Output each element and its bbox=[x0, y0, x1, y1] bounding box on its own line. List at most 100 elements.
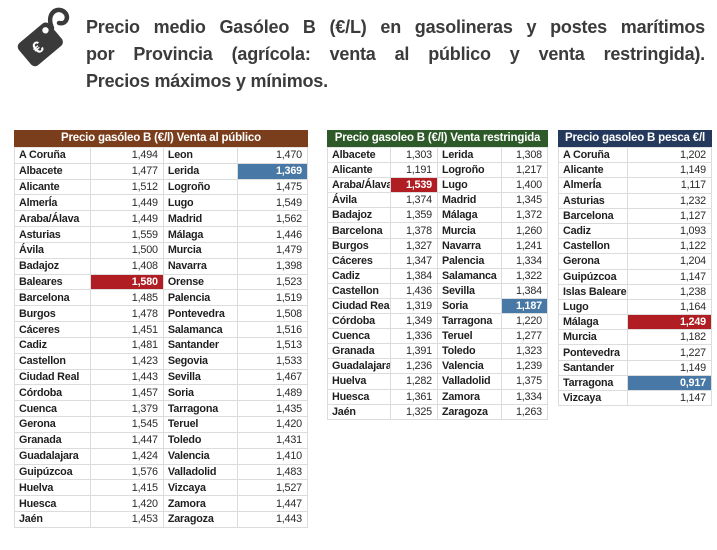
table-body-venta-al-publico: A Coruña 1,494 Leon 1,470 Albacete 1,477 Lerid… bbox=[14, 147, 308, 528]
max-price-value: 1,580 bbox=[91, 274, 164, 291]
table-row: Málaga 1,249 bbox=[559, 315, 712, 331]
province-label: Lerida bbox=[163, 163, 238, 180]
max-price-value: 1,249 bbox=[627, 315, 712, 331]
province-label: Soria bbox=[437, 298, 502, 315]
price-value: 1,334 bbox=[501, 389, 548, 405]
province-label: Gerona bbox=[15, 417, 92, 433]
title-line-2: por Provincia (agrícola: venta al públic… bbox=[86, 44, 705, 64]
table-row: Cadiz 1,481 Santander 1,513 bbox=[15, 337, 308, 354]
price-value: 1,236 bbox=[390, 359, 438, 375]
province-label: Murcia bbox=[437, 223, 502, 239]
table-row: Burgos 1,327 Navarra 1,241 bbox=[328, 238, 548, 254]
table-row: Gerona 1,204 bbox=[559, 254, 712, 270]
price-value: 1,500 bbox=[91, 242, 164, 259]
price-value: 1,308 bbox=[501, 148, 548, 164]
table-row: Jaén 1,325 Zaragoza 1,263 bbox=[328, 404, 548, 420]
price-value: 1,545 bbox=[91, 417, 164, 433]
table-row: Albacete 1,303 Lerida 1,308 bbox=[328, 148, 548, 164]
province-label: Córdoba bbox=[328, 314, 391, 330]
price-value: 1,415 bbox=[91, 480, 164, 497]
price-value: 1,322 bbox=[501, 268, 548, 284]
province-label: Tarragona bbox=[437, 314, 502, 330]
province-label: Valencia bbox=[163, 448, 238, 465]
province-label: Málaga bbox=[559, 315, 628, 331]
table-pesca: Precio gasoleo B pesca €/l A Coruña 1,202… bbox=[558, 130, 712, 407]
table-row: Jaén 1,453 Zaragoza 1,443 bbox=[15, 512, 308, 528]
province-label: Guadalajara bbox=[15, 448, 92, 465]
province-label: Zamora bbox=[163, 496, 238, 513]
province-label: Teruel bbox=[163, 417, 238, 433]
table-row: Vizcaya 1,147 bbox=[559, 391, 712, 407]
province-label: A Coruña bbox=[559, 148, 628, 164]
table-venta-restringida: Precio gasoleo B (€/l) Venta restringida… bbox=[327, 130, 548, 420]
price-value: 1,345 bbox=[501, 193, 548, 209]
table-row: Alicante 1,512 Logroño 1,475 bbox=[15, 179, 308, 196]
table-row: Asturias 1,559 Málaga 1,446 bbox=[15, 227, 308, 243]
table-body-venta-restringida: Albacete 1,303 Lerida 1,308 Alicante 1,191 Log… bbox=[327, 147, 548, 420]
price-value: 1,384 bbox=[501, 283, 548, 299]
province-label: A Coruña bbox=[15, 148, 92, 164]
table-row: Córdoba 1,349 Tarragona 1,220 bbox=[328, 314, 548, 330]
province-label: Madrid bbox=[163, 211, 238, 228]
price-value: 1,303 bbox=[390, 148, 438, 164]
table-row: Ciudad Real 1,319 Soria 1,187 bbox=[328, 298, 548, 315]
price-value: 1,519 bbox=[237, 290, 308, 307]
table-row: Santander 1,149 bbox=[559, 360, 712, 376]
province-label: Zaragoza bbox=[437, 404, 502, 420]
table-row: Alicante 1,149 bbox=[559, 163, 712, 179]
province-label: Vizcaya bbox=[163, 480, 238, 497]
province-label: AlmerÍa bbox=[559, 178, 628, 194]
table-row: Murcia 1,182 bbox=[559, 330, 712, 346]
price-value: 1,149 bbox=[627, 163, 712, 179]
price-value: 1,093 bbox=[627, 223, 712, 240]
price-value: 1,398 bbox=[237, 258, 308, 275]
province-label: AlmerÍa bbox=[15, 195, 92, 212]
price-value: 1,549 bbox=[237, 195, 308, 212]
table-row: Castellon 1,122 bbox=[559, 239, 712, 255]
max-price-value: 1,539 bbox=[390, 178, 438, 194]
price-value: 1,336 bbox=[390, 329, 438, 345]
price-value: 1,374 bbox=[390, 193, 438, 209]
price-value: 1,347 bbox=[390, 253, 438, 269]
price-value: 1,443 bbox=[91, 369, 164, 386]
price-value: 1,182 bbox=[627, 330, 712, 346]
province-label: Castellon bbox=[15, 353, 92, 370]
table-row: Cuenca 1,379 Tarragona 1,435 bbox=[15, 401, 308, 418]
province-label: Valladolid bbox=[163, 464, 238, 481]
price-value: 1,379 bbox=[91, 401, 164, 418]
province-label: Madrid bbox=[437, 193, 502, 209]
table-row: Araba/Álava 1,539 Lugo 1,400 bbox=[328, 178, 548, 194]
table-row: Alicante 1,191 Logroño 1,217 bbox=[328, 163, 548, 179]
province-label: Málaga bbox=[437, 208, 502, 224]
price-value: 1,241 bbox=[501, 238, 548, 254]
price-value: 1,263 bbox=[501, 404, 548, 420]
price-value: 1,323 bbox=[501, 344, 548, 360]
price-value: 1,400 bbox=[501, 178, 548, 194]
price-value: 1,334 bbox=[501, 253, 548, 269]
price-value: 1,277 bbox=[501, 329, 548, 345]
price-value: 1,527 bbox=[237, 480, 308, 497]
province-label: Logroño bbox=[437, 163, 502, 179]
province-label: Murcia bbox=[163, 242, 238, 259]
price-value: 1,451 bbox=[91, 322, 164, 338]
table-row: Barcelona 1,127 bbox=[559, 208, 712, 224]
price-value: 1,327 bbox=[390, 238, 438, 254]
province-label: Toledo bbox=[163, 432, 238, 449]
table-row: Badajoz 1,359 Málaga 1,372 bbox=[328, 208, 548, 224]
province-label: Araba/Álava bbox=[15, 211, 92, 228]
province-label: Asturias bbox=[559, 193, 628, 209]
table-row: Granada 1,447 Toledo 1,431 bbox=[15, 432, 308, 449]
province-label: Jaén bbox=[328, 404, 391, 420]
province-label: Granada bbox=[328, 344, 391, 360]
price-value: 1,227 bbox=[627, 345, 712, 361]
province-label: Alicante bbox=[15, 179, 92, 196]
table-row: Huesca 1,420 Zamora 1,447 bbox=[15, 496, 308, 513]
price-value: 1,447 bbox=[237, 496, 308, 513]
province-label: Barcelona bbox=[15, 290, 92, 307]
province-label: Araba/Álava bbox=[328, 178, 391, 194]
price-value: 1,420 bbox=[91, 496, 164, 513]
province-label: Albacete bbox=[328, 148, 391, 164]
table-row: Asturias 1,232 bbox=[559, 193, 712, 209]
price-value: 1,217 bbox=[501, 163, 548, 179]
province-label: Santander bbox=[559, 360, 628, 376]
